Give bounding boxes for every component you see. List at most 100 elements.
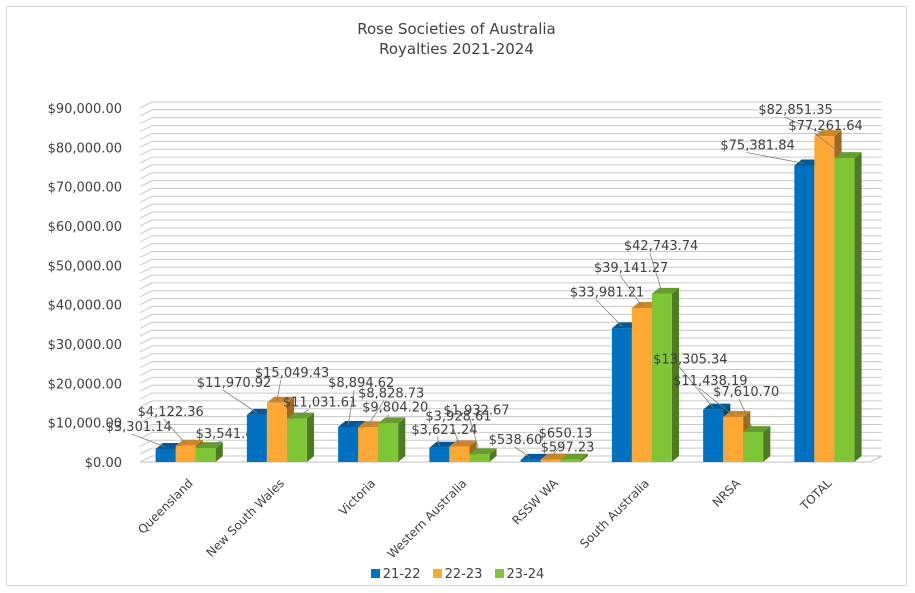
gridline (139, 203, 882, 211)
gridline (139, 243, 882, 251)
data-label: $75,381.84 (720, 138, 794, 153)
bar-side (489, 448, 497, 462)
bar (358, 427, 379, 462)
gridline (139, 101, 882, 109)
gridline (139, 361, 882, 369)
gridline (139, 148, 882, 156)
legend-item-1: 21-22 (370, 567, 420, 582)
y-tick-label: $40,000.00 (48, 299, 122, 314)
bar-top (540, 453, 568, 460)
category-label: Victoria (336, 476, 378, 518)
bar (814, 136, 835, 462)
bar-side (854, 152, 862, 462)
bar-top (175, 439, 203, 446)
gridline (139, 337, 882, 345)
legend: 21-22 22-23 23-24 (0, 567, 915, 582)
data-label-leader (451, 423, 460, 445)
data-label: $8,828.73 (358, 386, 424, 401)
legend-label-3: 23-24 (506, 567, 545, 582)
data-label-leader (550, 440, 565, 458)
bar-top (814, 130, 842, 137)
data-label-leader (222, 389, 258, 414)
data-label: $13,305.34 (653, 353, 727, 368)
gridline (139, 274, 882, 282)
bar (703, 409, 724, 462)
gridline (139, 211, 882, 219)
data-label: $82,851.35 (758, 103, 832, 118)
data-label: $11,970.92 (197, 376, 271, 391)
gridline (139, 164, 882, 172)
chart-frame: Rose Societies of Australia Royalties 20… (6, 6, 907, 586)
data-label-leader (163, 418, 186, 445)
data-label: $597.23 (541, 441, 595, 456)
gridline (139, 132, 882, 140)
bar-side (398, 417, 406, 462)
data-label: $15,049.43 (255, 366, 329, 381)
bar (743, 432, 764, 462)
data-label-leader (205, 440, 222, 447)
y-tick-label: $80,000.00 (48, 141, 122, 156)
legend-item-2: 22-23 (432, 567, 483, 582)
chart-title-line-2: Royalties 2021-2024 (379, 40, 534, 58)
bar-top (266, 396, 295, 403)
data-label: $11,031.61 (283, 396, 357, 411)
gridline (139, 368, 882, 376)
bar (195, 448, 216, 462)
category-label: NRSA (710, 476, 744, 510)
bar-side (763, 426, 771, 462)
gridline (139, 227, 882, 235)
data-label: $3,301.14 (106, 420, 172, 435)
chart-title: Rose Societies of Australia Royalties 20… (7, 19, 906, 59)
data-label: $42,743.74 (624, 239, 698, 254)
bar (338, 427, 359, 462)
data-label: $33,981.21 (570, 285, 644, 300)
legend-item-3: 23-24 (494, 567, 545, 582)
legend-label-2: 22-23 (444, 567, 483, 582)
bar (723, 417, 744, 462)
bar (286, 418, 307, 462)
bar-top (703, 403, 731, 410)
gridline (139, 180, 882, 188)
gridline (139, 219, 882, 227)
data-label-leader (619, 274, 643, 307)
y-tick-label: $60,000.00 (48, 220, 122, 235)
bar-top (338, 421, 366, 428)
data-label-leader (436, 436, 440, 446)
data-label-leader (678, 366, 714, 408)
data-label: $39,141.27 (594, 261, 668, 276)
gridline (139, 353, 882, 361)
gridline (139, 290, 882, 298)
bar (834, 158, 855, 462)
data-label: $8,894.62 (328, 376, 394, 391)
gridline (139, 125, 882, 133)
gridline (139, 117, 882, 125)
bar-top (286, 412, 315, 419)
category-label: Western Australia (385, 476, 470, 561)
gridline (139, 345, 882, 353)
bar (560, 459, 581, 462)
bar (155, 449, 176, 462)
data-label-leader (649, 252, 663, 292)
data-label-leader (131, 433, 166, 448)
data-label-leader (698, 387, 734, 416)
data-label-leader (595, 299, 623, 327)
data-label: $77,261.64 (788, 119, 862, 134)
bar (449, 446, 470, 462)
y-tick-label: $90,000.00 (48, 102, 122, 117)
legend-swatch-3 (494, 569, 504, 578)
data-label-leader (738, 398, 754, 431)
gridline (139, 195, 882, 203)
bar (429, 447, 450, 462)
data-label: $11,438.19 (673, 374, 747, 389)
category-label: New South Wales (203, 476, 287, 560)
data-label: $650.13 (539, 426, 593, 441)
bar-top (449, 440, 477, 447)
bar (611, 328, 632, 462)
legend-swatch-1 (370, 569, 380, 578)
bar (266, 402, 287, 462)
gridline (139, 400, 882, 408)
data-label: $3,928.61 (425, 410, 491, 425)
data-label-leader (296, 409, 310, 417)
gridline (139, 321, 882, 329)
